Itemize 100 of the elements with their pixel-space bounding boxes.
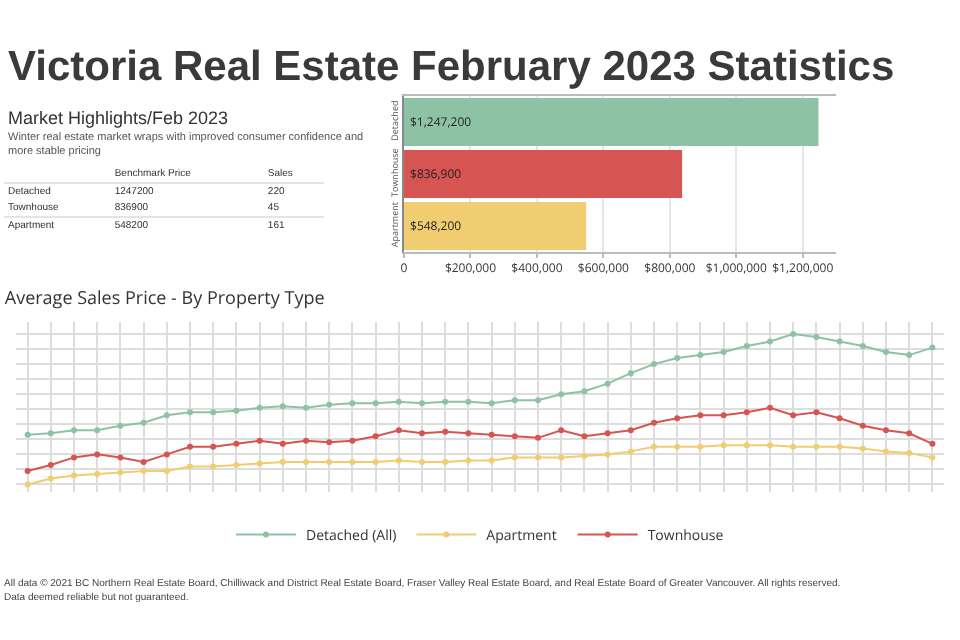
point [697, 412, 704, 419]
point [94, 427, 101, 434]
point [906, 430, 913, 437]
point [767, 338, 773, 345]
point [187, 463, 193, 470]
point [279, 403, 286, 410]
point [790, 412, 797, 419]
point [859, 343, 866, 350]
point [303, 404, 309, 411]
point [419, 430, 425, 437]
point [535, 434, 541, 441]
point [651, 443, 657, 450]
point [326, 439, 333, 446]
point [511, 433, 518, 440]
point [604, 380, 611, 387]
point [395, 457, 402, 464]
point [465, 398, 472, 405]
point [767, 442, 773, 449]
point [349, 458, 356, 465]
point [604, 451, 611, 458]
point [929, 440, 936, 447]
point [47, 430, 54, 437]
point [442, 398, 449, 405]
point [511, 454, 518, 461]
point [256, 437, 263, 444]
point [883, 349, 889, 356]
point [767, 404, 773, 411]
point [813, 409, 820, 416]
point [47, 461, 54, 468]
point [883, 448, 889, 455]
bar [404, 202, 587, 250]
point [419, 400, 425, 407]
point [233, 440, 240, 447]
point [442, 428, 449, 435]
point [117, 454, 124, 461]
point [674, 355, 681, 362]
point [790, 443, 797, 450]
point [140, 458, 147, 465]
point [651, 419, 657, 426]
point [24, 481, 31, 488]
point [743, 442, 750, 449]
point [303, 437, 309, 444]
point [929, 344, 936, 351]
point [743, 409, 750, 416]
point [535, 397, 541, 404]
point [720, 349, 727, 356]
point [210, 463, 217, 470]
point [627, 370, 634, 377]
point [604, 430, 611, 437]
point [326, 401, 333, 408]
point [836, 338, 843, 345]
point [813, 443, 820, 450]
point [140, 467, 147, 474]
point [210, 409, 217, 416]
point [488, 431, 495, 438]
point [558, 427, 565, 434]
point [372, 400, 379, 407]
point [581, 452, 588, 459]
point [187, 443, 193, 450]
point [488, 400, 495, 407]
point [24, 431, 31, 438]
point [697, 352, 704, 359]
point [720, 442, 727, 449]
point [279, 440, 286, 447]
point [813, 334, 820, 341]
point [627, 448, 634, 455]
point [71, 427, 77, 434]
point [651, 361, 657, 368]
point [535, 454, 541, 461]
point [627, 427, 634, 434]
point [163, 412, 170, 419]
point [395, 427, 402, 434]
point [511, 397, 518, 404]
point [465, 457, 472, 464]
point [581, 433, 588, 440]
point [859, 445, 866, 452]
point [720, 412, 727, 419]
point [836, 443, 843, 450]
point [465, 430, 472, 437]
point [743, 343, 750, 350]
point [94, 451, 101, 458]
chart-title: Average Sales Price - By Property Type [4, 283, 325, 310]
point [906, 449, 913, 456]
point [349, 400, 356, 407]
point [71, 472, 77, 479]
point [836, 415, 843, 422]
point [674, 415, 681, 422]
point [697, 443, 704, 450]
point [24, 467, 31, 474]
point [233, 461, 240, 468]
point [349, 437, 356, 444]
point [233, 407, 240, 414]
point [372, 433, 379, 440]
point [558, 454, 565, 461]
point [581, 388, 588, 395]
point [71, 454, 77, 461]
point [395, 398, 402, 405]
point [558, 391, 565, 398]
point [163, 451, 170, 458]
point [140, 419, 147, 426]
